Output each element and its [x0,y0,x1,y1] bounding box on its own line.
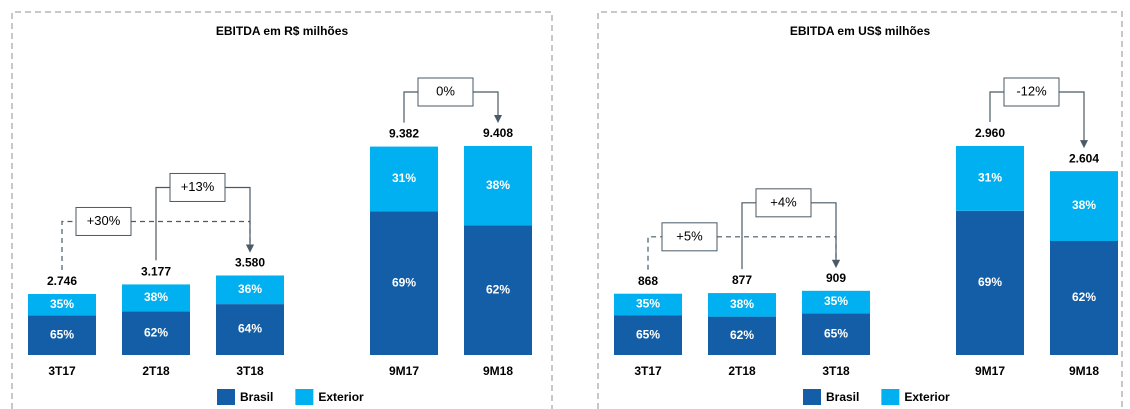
bar-segment [708,316,776,355]
total-label: 2.746 [47,274,77,288]
segment-label: 65% [824,326,848,340]
annotation-label: 0% [436,83,455,98]
bar-segment [956,146,1024,211]
segment-label: 35% [824,294,848,308]
bar-segment [216,304,284,355]
x-tick-label: 3T18 [822,364,850,378]
annotation-box [169,172,226,202]
segment-label: 62% [144,325,168,339]
segment-label: 35% [50,297,74,311]
total-label: 2.960 [975,126,1005,140]
annotation-arrow [832,259,840,268]
total-label: 3.580 [235,256,265,270]
legend-swatch [881,389,900,405]
chart-title: EBITDA em US$ milhões [790,24,931,38]
bar-segment [370,211,438,355]
annotation-line [155,186,251,261]
total-label: 9.382 [389,127,419,141]
annotation-label: +13% [181,179,215,194]
x-tick-label: 9M17 [975,364,1005,378]
legend-swatch [217,389,235,405]
segment-label: 38% [486,178,510,192]
bar-segment [1050,241,1118,355]
segment-label: 36% [238,282,262,296]
panel-border [11,11,553,409]
segment-label: 38% [730,297,754,311]
annotation-arrow [494,115,502,123]
annotation-box [75,206,132,236]
x-tick-label: 2T18 [142,364,170,378]
x-tick-label: 2T18 [728,364,756,378]
x-tick-label: 9M18 [483,364,513,378]
bar-segment [956,210,1024,355]
x-tick-label: 3T18 [236,364,264,378]
segment-label: 38% [1072,198,1096,212]
bar-segment [122,284,190,312]
segment-label: 62% [486,282,510,296]
annotation-box [417,77,474,107]
annotation-line [403,91,499,123]
bar-segment [708,293,776,317]
bar-segment [28,293,96,316]
annotation-label: -12% [1016,83,1047,98]
legend-swatch [295,389,314,405]
segment-label: 31% [978,171,1002,185]
bar-segment [1050,171,1118,242]
annotation-box [755,188,812,218]
annotation-label: +30% [87,213,121,228]
annotation-box [1003,77,1060,107]
segment-label: 65% [636,327,660,341]
bar-segment [464,225,532,355]
segment-label: 64% [238,322,262,336]
x-tick-label: 9M18 [1069,364,1099,378]
bar-segment [216,275,284,305]
annotation-label: +4% [770,194,797,209]
legend-label: Brasil [240,390,273,404]
annotation-box [661,222,718,252]
total-label: 868 [638,274,658,288]
legend-label: Exterior [904,390,950,404]
total-label: 877 [732,273,752,287]
x-tick-label: 9M17 [389,364,419,378]
segment-label: 38% [144,290,168,304]
segment-label: 62% [730,328,754,342]
bar-segment [802,313,870,355]
segment-label: 69% [392,275,416,289]
segment-label: 62% [1072,290,1096,304]
bar-segment [122,311,190,355]
legend-swatch [803,389,821,405]
annotation-label: +5% [676,228,703,243]
total-label: 909 [826,271,846,285]
segment-label: 31% [392,171,416,185]
bar-segment [802,290,870,314]
x-tick-label: 3T17 [634,364,662,378]
legend-label: Exterior [318,390,364,404]
x-tick-label: 3T17 [48,364,76,378]
annotation-line [989,91,1085,142]
chart-title: EBITDA em R$ milhões [216,24,349,38]
segment-label: 69% [978,275,1002,289]
segment-label: 35% [636,297,660,311]
total-label: 2.604 [1069,151,1099,165]
bar-segment [370,146,438,212]
bar-segment [614,315,682,355]
total-label: 9.408 [483,126,513,140]
bar-segment [464,146,532,226]
annotation-arrow [246,244,254,253]
annotation-line [741,202,837,270]
segment-label: 65% [50,327,74,341]
annotation-arrow [1080,140,1088,149]
bar-segment [614,293,682,316]
bar-segment [28,315,96,355]
legend-label: Brasil [826,390,859,404]
total-label: 3.177 [141,265,171,279]
